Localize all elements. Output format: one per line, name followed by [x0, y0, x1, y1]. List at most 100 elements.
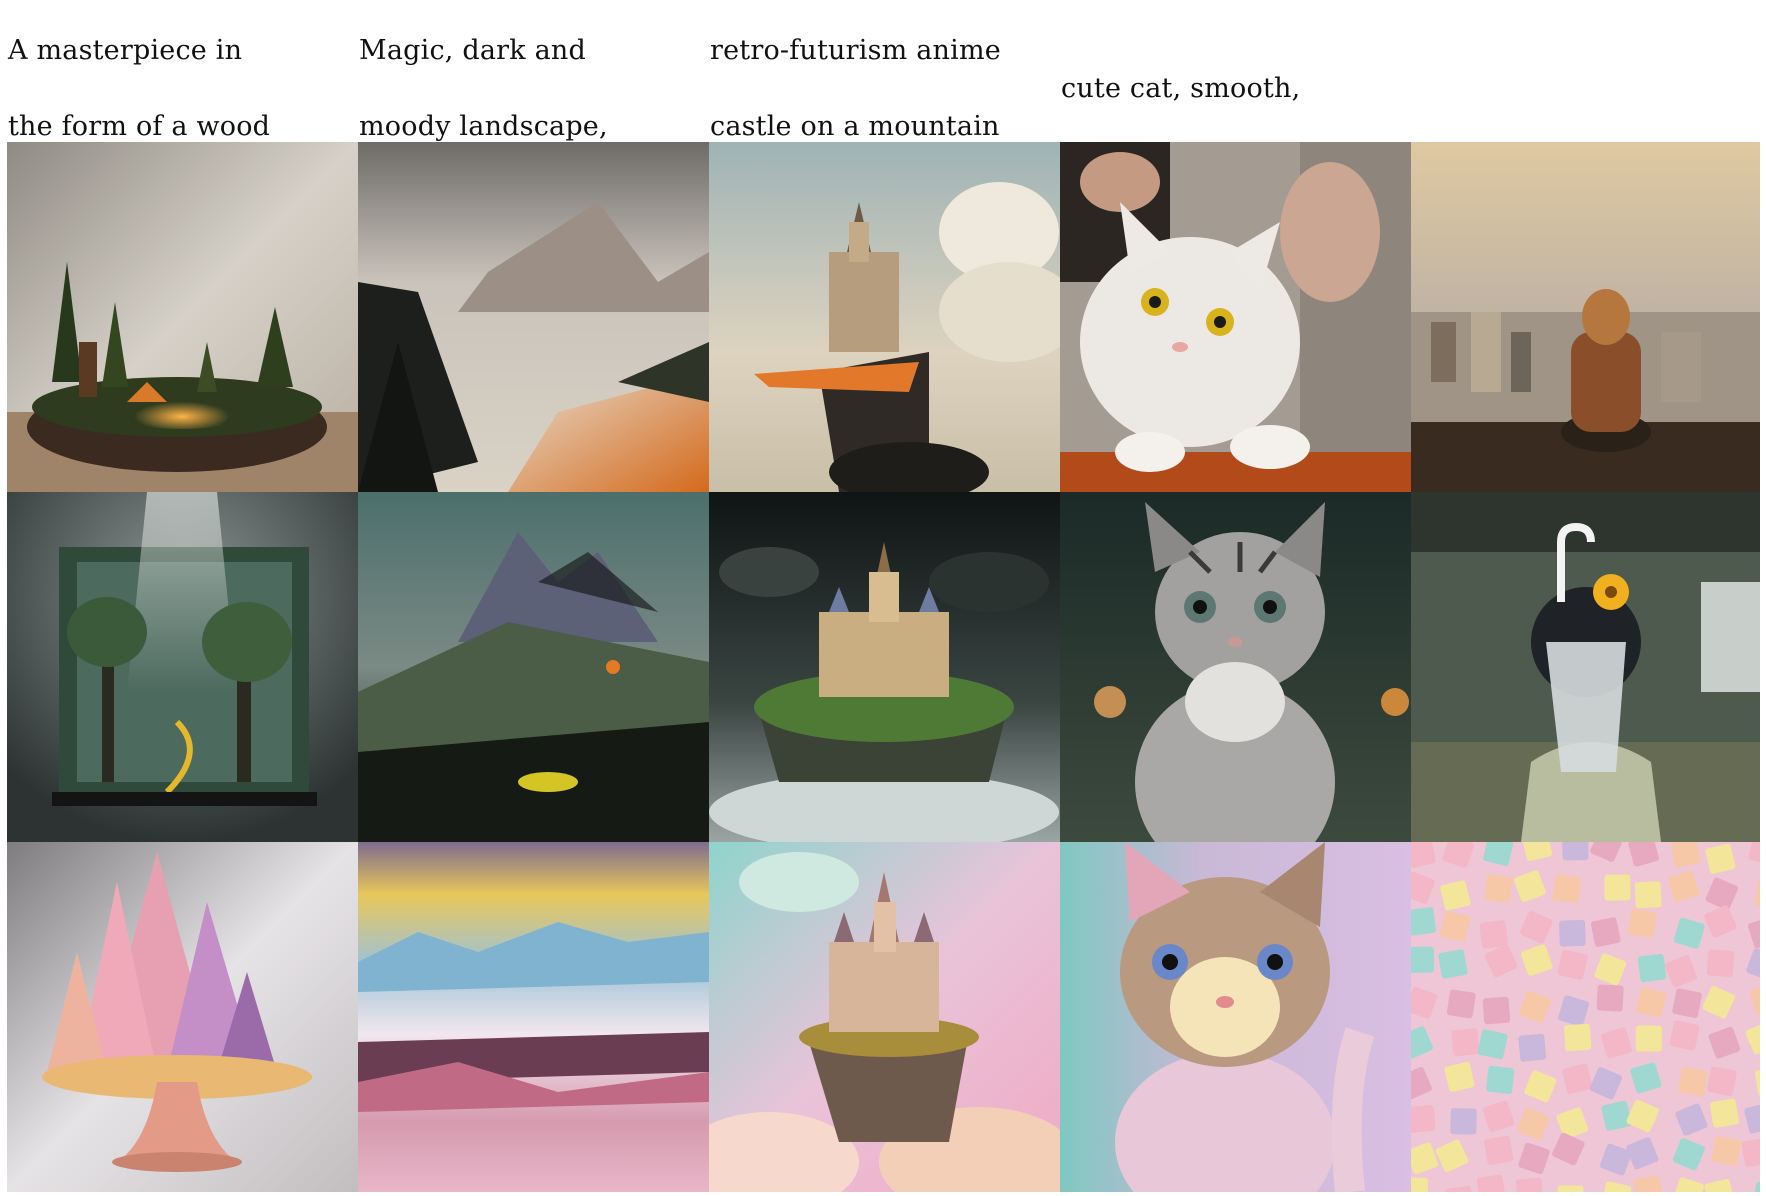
pastel-cube [1707, 1066, 1737, 1096]
caption-line: A masterpiece in [8, 35, 243, 66]
pastel-cube [1440, 880, 1471, 911]
image-forest-row3 [7, 842, 358, 1192]
pastel-cube [1411, 842, 1436, 868]
pastel-cube [1552, 1132, 1585, 1166]
pastel-cube [1665, 955, 1698, 988]
image-reference-row1 [1411, 142, 1760, 492]
pastel-cube [1673, 917, 1705, 949]
pastel-cube [1589, 1067, 1623, 1100]
pastel-cube [1741, 1138, 1760, 1167]
pastel-cube [1672, 1138, 1705, 1171]
pastel-cube [1635, 1025, 1662, 1052]
pastel-cube [1518, 1033, 1547, 1062]
pastel-cube [1450, 1108, 1477, 1135]
pastel-cube [1522, 842, 1553, 862]
pastel-cube [1444, 1061, 1475, 1092]
pastel-cube [1519, 910, 1553, 944]
pastel-cube [1486, 1065, 1515, 1094]
pastel-cube [1411, 1105, 1436, 1133]
pastel-cube [1562, 1063, 1593, 1094]
pastel-cube [1672, 1177, 1705, 1192]
pastel-cube [1563, 1023, 1592, 1052]
pastel-cube [1411, 871, 1435, 904]
pastel-cube [1628, 842, 1660, 867]
pastel-cube [1745, 1021, 1760, 1055]
image-cat-row2 [1060, 492, 1411, 842]
pastel-cube [1515, 1177, 1544, 1192]
pastel-cube [1484, 1135, 1514, 1165]
pastel-cube [1476, 1174, 1506, 1192]
pastel-cube [1479, 920, 1508, 949]
caption-line: Magic, dark and [359, 35, 586, 66]
pastel-cube [1637, 953, 1667, 983]
pastel-cube [1411, 1026, 1433, 1059]
pastel-cube [1706, 949, 1735, 978]
pastel-cube [1596, 984, 1624, 1012]
pastel-cube [1411, 946, 1435, 973]
image-grid [7, 142, 1760, 1192]
pastel-cube [1520, 944, 1553, 976]
pastel-cube [1559, 919, 1586, 947]
pastel-cube [1482, 1100, 1515, 1132]
image-cat-row3 [1060, 842, 1411, 1192]
pastel-cube [1518, 1142, 1550, 1175]
pastel-cube [1634, 881, 1662, 909]
pastel-cube [1557, 949, 1588, 980]
pastel-cube [1704, 905, 1737, 938]
pastel-cube [1747, 917, 1760, 949]
pastel-cube [1601, 1181, 1632, 1192]
pastel-cube [1668, 870, 1700, 902]
pastel-cube [1484, 944, 1518, 978]
pastel-cube [1451, 1028, 1480, 1057]
pastel-cube [1709, 1098, 1739, 1128]
image-castle-row1 [709, 142, 1060, 492]
pastel-cube [1633, 1175, 1664, 1192]
pastel-cube [1604, 874, 1631, 901]
pastel-cube [1435, 1139, 1469, 1173]
pastel-cube [1514, 870, 1546, 903]
pastel-cube [1626, 1137, 1659, 1170]
pastel-cube [1483, 842, 1514, 866]
pastel-cube [1440, 911, 1470, 942]
pastel-cube [1590, 917, 1621, 947]
image-landscape-row2 [358, 492, 709, 842]
pastel-cube [1749, 983, 1760, 1015]
pastel-cube [1672, 988, 1702, 1018]
image-castle-row3 [709, 842, 1060, 1192]
pastel-cube [1557, 1185, 1584, 1192]
caption-line: moody landscape, [359, 111, 608, 142]
pastel-cube [1484, 874, 1513, 903]
pastel-cube [1705, 877, 1738, 910]
pastel-cube [1599, 1143, 1632, 1176]
pastel-cube [1675, 1103, 1708, 1136]
caption-line: the form of a wood [8, 111, 271, 142]
pastel-cube [1590, 842, 1623, 862]
caption-row: A masterpiece in the form of a wood fore… [0, 0, 1766, 294]
pastel-cube [1627, 908, 1657, 938]
pastel-cube [1705, 843, 1736, 874]
pastel-cube [1558, 995, 1590, 1027]
pastel-cube [1556, 1107, 1589, 1139]
pastel-cube [1446, 989, 1476, 1019]
pastel-cube [1708, 1026, 1741, 1059]
pastel-cube [1517, 1107, 1550, 1140]
pastel-cube [1562, 842, 1589, 861]
pastel-cube [1702, 985, 1735, 1019]
pastel-cube [1671, 842, 1701, 868]
caption-line: retro-futurism anime [710, 35, 1001, 66]
caption-line: cute cat, smooth, [1061, 73, 1301, 104]
caption-line: castle on a mountain [710, 111, 1000, 142]
image-landscape-row3 [358, 842, 709, 1192]
image-reference-row3 [1411, 842, 1760, 1192]
pastel-cube [1752, 1181, 1760, 1192]
pastel-cube [1744, 1103, 1760, 1134]
pastel-cube [1411, 907, 1436, 936]
pastel-cube [1746, 948, 1760, 981]
image-reference-row2 [1411, 492, 1760, 842]
pastel-cube [1678, 1067, 1708, 1097]
pastel-cube [1704, 1178, 1735, 1192]
pastel-cube [1601, 1027, 1632, 1059]
pastel-cube [1438, 949, 1468, 979]
image-forest-row2 [7, 492, 358, 842]
pastel-cube [1442, 842, 1474, 868]
